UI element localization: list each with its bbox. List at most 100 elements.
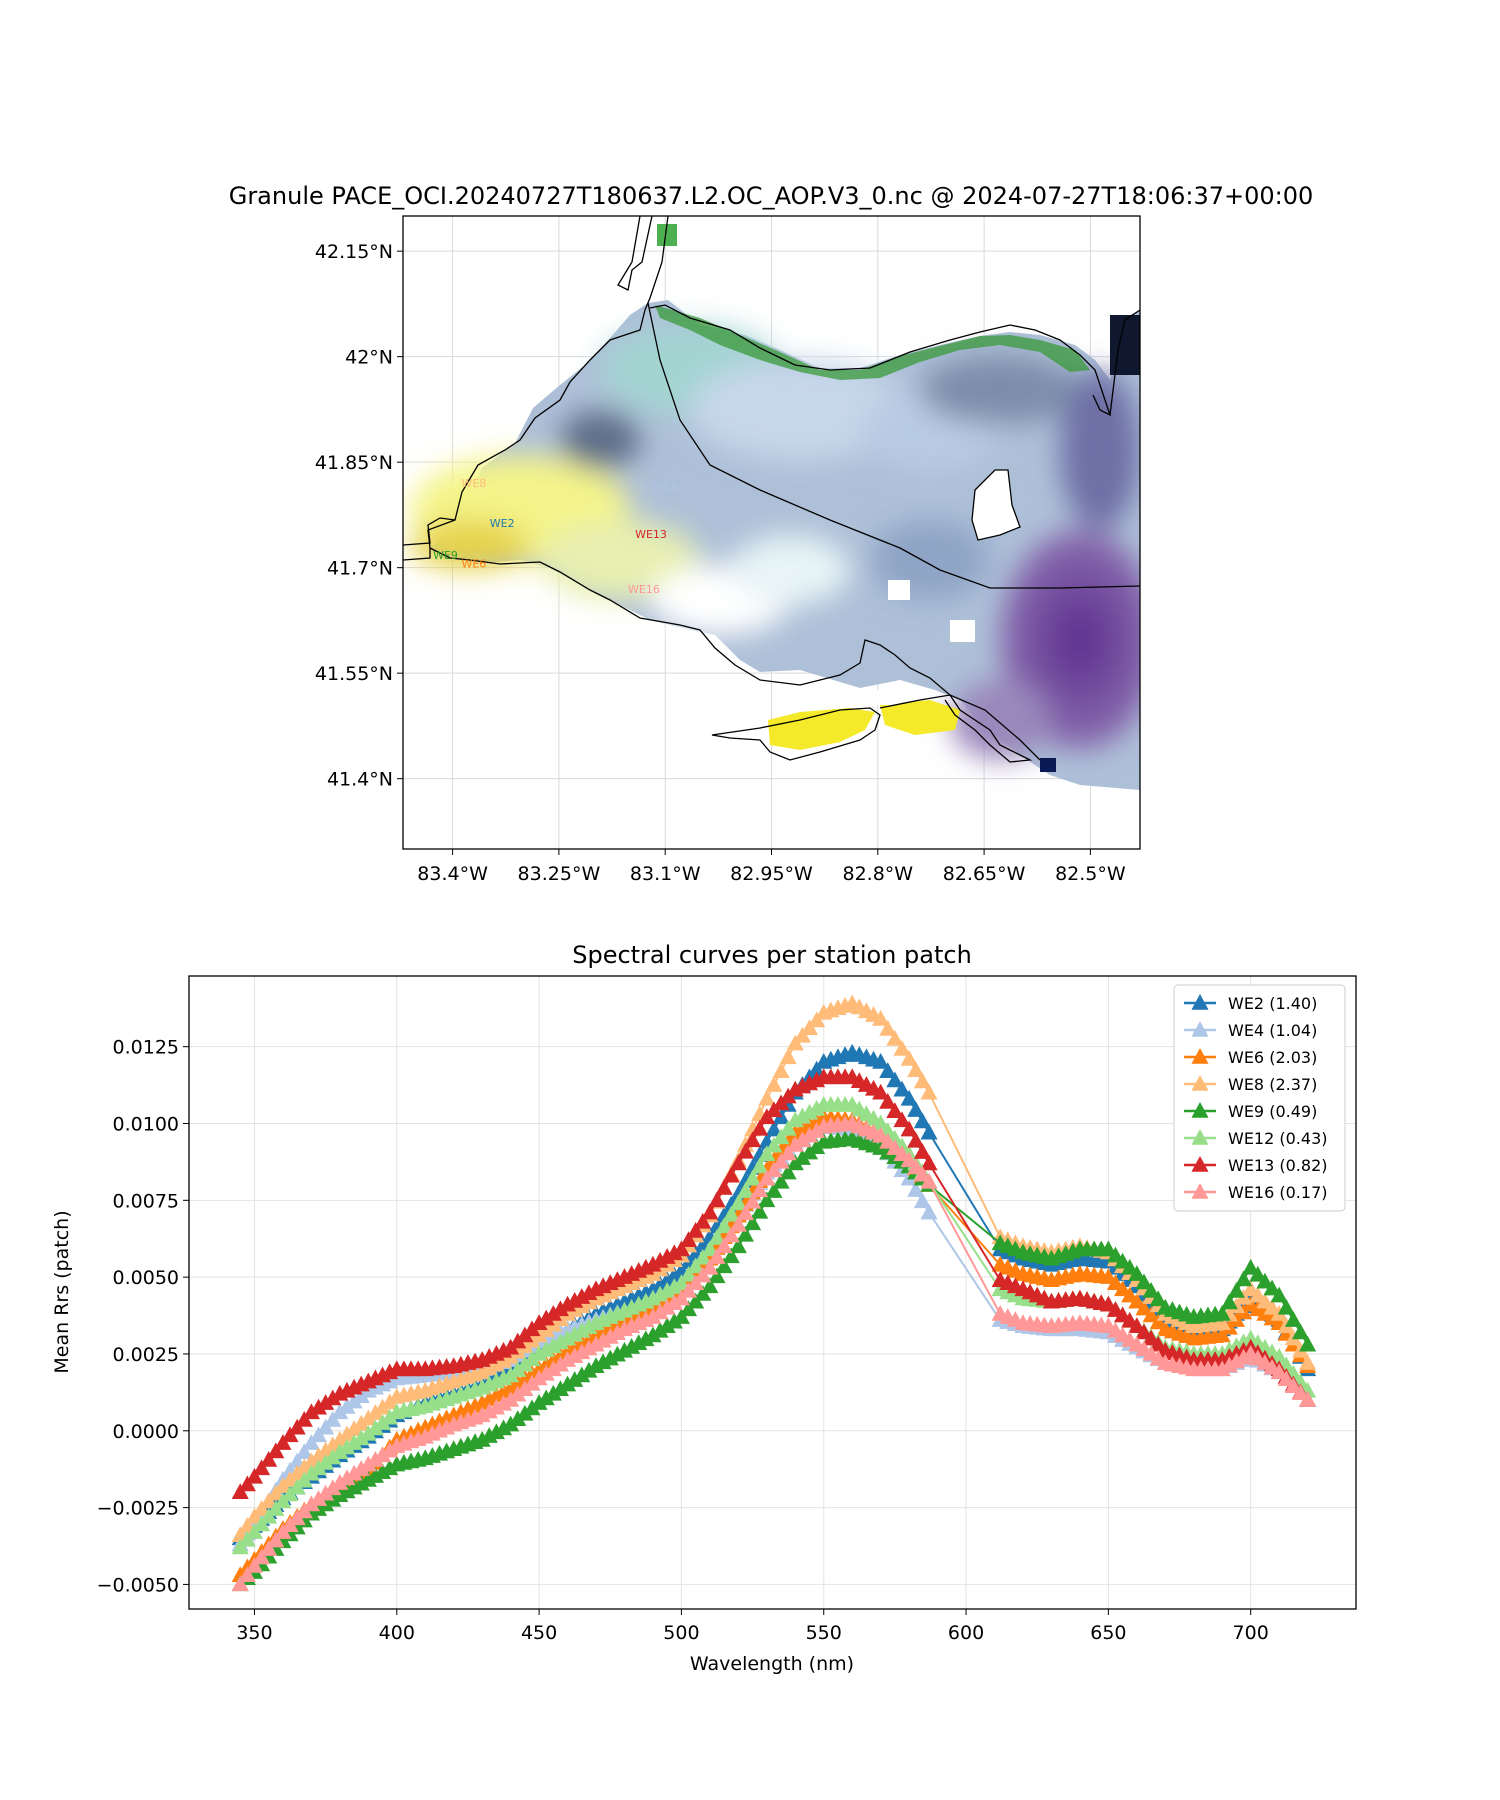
- y-tick-label: 0.0050: [113, 1267, 179, 1289]
- y-tick-label: 0.0125: [113, 1037, 179, 1059]
- series-marker: [920, 1172, 938, 1189]
- series-marker: [679, 1231, 698, 1248]
- series-marker: [708, 1248, 726, 1264]
- station-label-we8: WE8: [461, 477, 486, 490]
- series-marker: [679, 1265, 698, 1282]
- legend-item: WE2 (1.40): [1184, 994, 1317, 1013]
- series-marker: [309, 1500, 328, 1516]
- series-marker: [800, 1126, 819, 1143]
- series-marker: [1135, 1299, 1153, 1316]
- series-marker: [374, 1446, 392, 1463]
- series-marker: [879, 1020, 897, 1036]
- series-marker: [359, 1455, 377, 1472]
- x-tick-label: 650: [1090, 1622, 1126, 1644]
- series-marker: [913, 1112, 931, 1129]
- series-marker: [900, 1049, 918, 1066]
- series-marker: [1220, 1293, 1238, 1310]
- series-marker: [907, 1101, 925, 1117]
- legend-label: WE2 (1.40): [1228, 994, 1317, 1013]
- map-lat-tick-label: 42.15°N: [315, 241, 393, 263]
- series-marker: [694, 1248, 712, 1265]
- series-marker: [729, 1154, 747, 1171]
- station-label-we4: WE4: [653, 480, 678, 493]
- series-marker: [808, 1122, 826, 1138]
- cloud-gap: [888, 580, 910, 600]
- series-marker: [701, 1277, 719, 1294]
- ne-dark-pixels: [1110, 315, 1140, 375]
- series-marker: [907, 1181, 925, 1197]
- series-marker: [708, 1267, 726, 1284]
- map-lat-tick-label: 41.7°N: [327, 558, 393, 580]
- series-marker: [758, 1169, 776, 1186]
- series-marker: [502, 1378, 520, 1395]
- series-marker: [1213, 1305, 1231, 1321]
- legend-item: WE13 (0.82): [1184, 1156, 1327, 1175]
- west-end-shore: [403, 517, 456, 546]
- series-marker: [1128, 1292, 1146, 1309]
- marblehead-shore: [879, 694, 1041, 761]
- series-marker: [651, 1260, 669, 1277]
- series-we8: [231, 994, 1317, 1543]
- series-marker: [722, 1226, 740, 1243]
- series-marker: [920, 1083, 938, 1100]
- y-tick-label: −0.0050: [97, 1574, 179, 1596]
- series-marker: [537, 1309, 555, 1326]
- spectral-chart: Spectral curves per station patch 350 400…: [51, 941, 1357, 1675]
- series-marker: [900, 1120, 918, 1137]
- series-marker: [381, 1441, 399, 1458]
- series-marker: [302, 1403, 320, 1420]
- chart-legend: WE2 (1.40) WE4 (1.04) WE6 (2.03) WE8 (2.37)…: [1173, 984, 1346, 1212]
- series-marker: [701, 1203, 719, 1220]
- series-marker: [253, 1548, 271, 1565]
- series-we16: [231, 1114, 1317, 1592]
- series-marker: [1299, 1354, 1317, 1370]
- series-marker: [872, 1010, 890, 1026]
- series-marker: [267, 1531, 285, 1548]
- series-marker: [779, 1119, 797, 1136]
- series-marker: [1270, 1286, 1288, 1303]
- series-marker: [658, 1271, 676, 1287]
- series-marker: [1263, 1279, 1281, 1296]
- legend-swatch-marker: [1191, 1021, 1209, 1037]
- series-marker: [1142, 1281, 1160, 1298]
- series-marker: [694, 1212, 712, 1229]
- series-marker: [758, 1191, 776, 1208]
- x-axis-label: Wavelength (nm): [690, 1653, 854, 1675]
- legend-item: WE8 (2.37): [1184, 1075, 1317, 1094]
- series-marker: [245, 1467, 264, 1484]
- y-tick-label: 0.0075: [113, 1190, 179, 1212]
- series-marker: [920, 1203, 938, 1220]
- series-marker: [708, 1228, 726, 1245]
- legend-label: WE13 (0.82): [1228, 1156, 1327, 1175]
- series-marker: [1235, 1270, 1253, 1287]
- series-marker: [352, 1460, 370, 1476]
- series-marker: [907, 1131, 925, 1148]
- series-marker: [765, 1182, 783, 1198]
- series-marker: [366, 1450, 384, 1467]
- series-marker: [729, 1194, 747, 1211]
- y-tick-label: 0.0025: [113, 1344, 179, 1366]
- series-marker: [1299, 1335, 1317, 1352]
- series-marker: [559, 1375, 577, 1392]
- series-marker: [736, 1182, 755, 1198]
- legend-item: WE12 (0.43): [1184, 1129, 1327, 1148]
- series-marker: [772, 1152, 790, 1169]
- series-marker: [267, 1442, 285, 1459]
- series-we13: [231, 1068, 1317, 1499]
- series-marker: [872, 1114, 890, 1131]
- series-marker: [722, 1166, 740, 1183]
- series-marker: [672, 1274, 690, 1291]
- station-label-we6: WE6: [461, 558, 486, 571]
- series-marker: [309, 1398, 328, 1415]
- x-tick-label: 400: [379, 1622, 415, 1644]
- legend-item: WE6 (2.03): [1184, 1048, 1317, 1067]
- series-marker: [722, 1247, 740, 1264]
- series-marker: [907, 1061, 925, 1077]
- series-marker: [736, 1142, 755, 1159]
- series-marker: [1149, 1313, 1167, 1330]
- station-label-we2: WE2: [490, 517, 515, 530]
- series-marker: [736, 1204, 755, 1221]
- series-marker: [765, 1136, 783, 1153]
- series-marker: [1277, 1370, 1295, 1387]
